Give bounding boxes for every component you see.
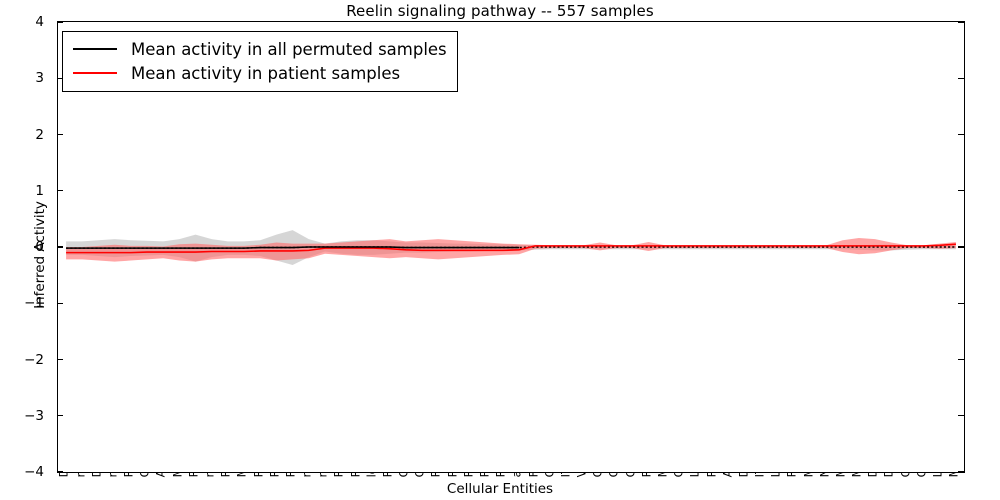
y-axis-tick-label: −1 <box>24 295 44 312</box>
data-plot-svg <box>66 230 956 265</box>
x-axis-title: Cellular Entities <box>446 481 554 497</box>
patient-mean-line <box>66 243 956 254</box>
y-axis-tick-mark <box>958 471 964 473</box>
y-axis-tick-mark <box>57 358 63 361</box>
chart-title: Reelin signaling pathway -- 557 samples <box>346 2 654 20</box>
y-axis-tick-labels: −4 −3 −2 −1 0 1 2 3 4 <box>0 0 57 500</box>
y-axis-tick-label: 0 <box>35 239 44 255</box>
y-axis-tick-mark <box>57 246 63 248</box>
legend-label-permuted: Mean activity in all permuted samples <box>131 39 447 59</box>
plot-clip <box>58 22 964 472</box>
y-axis-tick-mark <box>958 21 964 23</box>
y-axis-tick-mark <box>57 21 63 23</box>
y-axis-tick-mark <box>958 358 964 361</box>
legend-swatch-patient <box>71 66 119 80</box>
legend-swatch-permuted <box>71 42 119 56</box>
y-axis-tick-mark <box>958 302 964 304</box>
y-axis-tick-mark <box>958 133 964 136</box>
y-axis-tick-mark <box>57 190 63 192</box>
y-axis-tick-mark <box>57 133 63 136</box>
y-axis-tick-label: 1 <box>35 182 44 199</box>
y-axis-tick-mark <box>958 190 964 192</box>
y-axis-tick-label: −2 <box>24 351 44 368</box>
y-axis-tick-mark <box>57 302 63 304</box>
y-axis-tick-mark <box>57 77 63 79</box>
y-axis-tick-mark <box>958 415 964 417</box>
y-axis-tick-mark <box>57 471 63 473</box>
legend-label-patient: Mean activity in patient samples <box>131 63 401 83</box>
legend: Mean activity in all permuted samples Me… <box>62 31 458 92</box>
y-axis-tick-mark <box>958 77 964 79</box>
y-axis-tick-label: 3 <box>35 70 44 87</box>
y-axis-tick-mark <box>958 246 964 248</box>
plot-area <box>57 21 965 473</box>
legend-item: Mean activity in all permuted samples <box>71 37 447 61</box>
y-axis-tick-mark <box>57 415 63 417</box>
y-axis-tick-label: −4 <box>24 464 44 480</box>
permuted-mean-line-solid-segment <box>66 246 520 249</box>
y-axis-tick-label: 4 <box>35 14 44 30</box>
legend-item: Mean activity in patient samples <box>71 61 447 85</box>
y-axis-tick-label: 2 <box>35 126 44 143</box>
y-axis-tick-label: −3 <box>24 407 44 424</box>
